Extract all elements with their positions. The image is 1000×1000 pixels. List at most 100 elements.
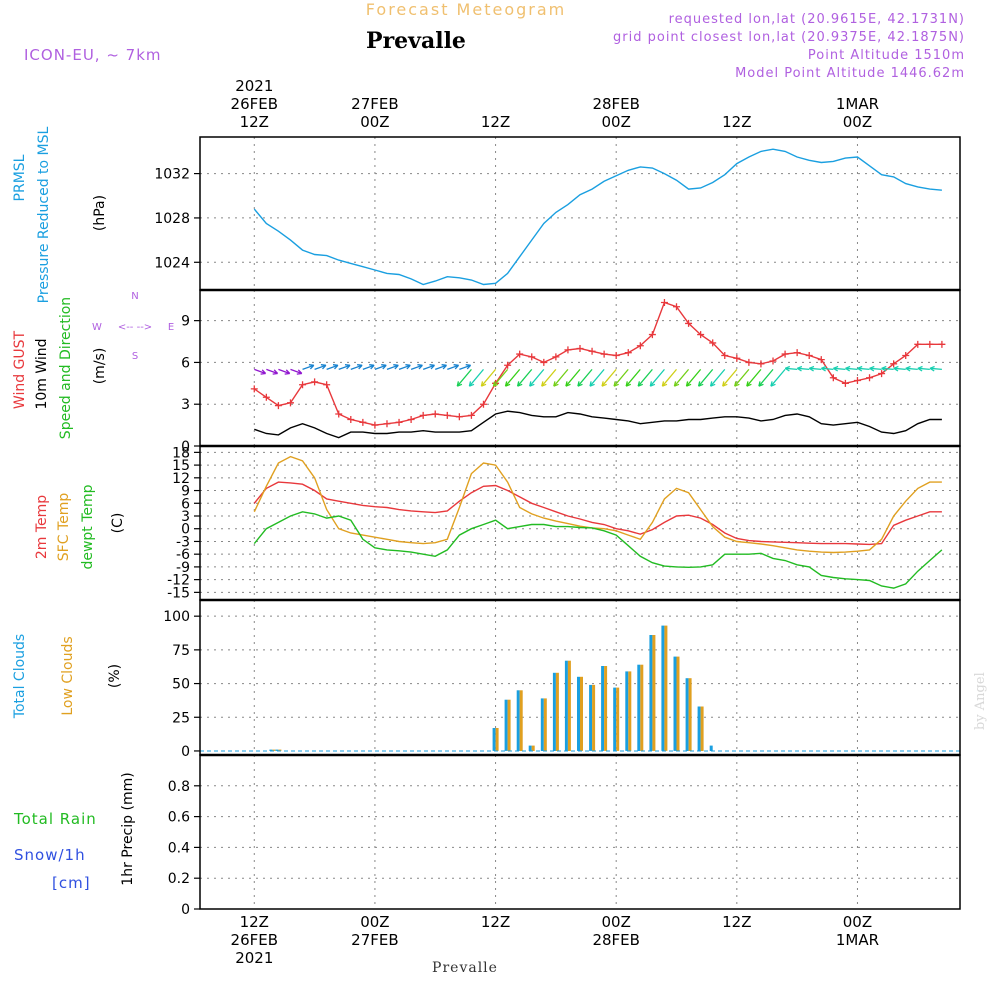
top-time-label-0-0: 2021	[235, 77, 273, 95]
low-clouds-label: Low Clouds	[60, 636, 76, 715]
bottom-time-label-5-0: 00Z	[843, 913, 872, 931]
wind-gust-line-marker-6	[323, 381, 331, 389]
wind-dir-head-33	[637, 381, 644, 387]
total-clouds-bar-16	[661, 625, 665, 751]
wind-dir-arrow-8	[350, 364, 363, 371]
temp-unit: (C)	[110, 513, 126, 534]
compass-w: W	[92, 322, 102, 333]
wind-gust-line-marker-51	[866, 374, 874, 382]
wind-gust-line-marker-52	[878, 370, 886, 378]
wind-dir-arrow-24	[529, 368, 545, 387]
wind-dir-arrow-9	[362, 364, 375, 371]
total-clouds-bar-14	[637, 664, 641, 751]
ytick-label-temperature-10: 15	[172, 458, 190, 474]
wind-dir-head-39	[709, 381, 716, 387]
total-clouds-bar-11	[601, 666, 605, 751]
compass-e: E	[168, 322, 174, 333]
wind-gust-line-marker-18	[467, 411, 475, 419]
ytick-label-wind-3: 9	[181, 314, 190, 330]
ytick-label-precipitation-4: 0.8	[168, 779, 190, 795]
wind-dir-head-49	[833, 365, 839, 372]
bottom-time-label-0-2: 2021	[235, 949, 273, 967]
wind-dir-arrow-44	[770, 368, 786, 387]
wind-dir-arrow-38	[698, 368, 714, 387]
low-clouds-bar-4	[519, 690, 523, 751]
wind-gust-line-marker-22	[516, 350, 524, 358]
top-time-label-3-1: 00Z	[602, 113, 631, 131]
ytick-label-temperature-7: 6	[181, 496, 190, 512]
low-clouds-bar-19	[700, 706, 704, 751]
wind-dir-arrow-55	[905, 367, 918, 371]
dewpt-temp-line	[253, 511, 943, 589]
wind-gust-line-marker-31	[624, 349, 632, 357]
low-clouds-bar-12	[616, 687, 620, 751]
wind-dir-arrow-30	[601, 368, 617, 387]
pressure-unit: (hPa)	[92, 195, 108, 231]
bottom-time-label-3-1: 28FEB	[592, 931, 639, 949]
wind-dir-arrow-3	[290, 368, 303, 375]
wind-dir-head-30	[601, 381, 607, 387]
ytick-label-temperature-11: 18	[172, 445, 190, 461]
wind-gust-label: Wind GUST	[12, 330, 28, 409]
ytick-label-wind-2: 6	[181, 355, 190, 371]
sfc-temp-line	[253, 455, 942, 554]
low-clouds-bar-13	[628, 671, 632, 751]
wind-gust-line-marker-26	[564, 346, 572, 354]
wind-dir-arrow-27	[565, 368, 581, 387]
total-clouds-bar-15	[649, 635, 653, 751]
wind-dir-arrow-40	[722, 368, 738, 387]
wind-dir-head-50	[845, 365, 851, 372]
wind-dir-head-32	[625, 381, 632, 387]
precip-unit: 1hr Precip (mm)	[120, 772, 136, 885]
wind-gust-line-marker-53	[890, 360, 898, 368]
wind-dir-arrow-10	[374, 364, 387, 371]
snow-unit: [cm]	[52, 874, 91, 892]
wind-gust-line-marker-7	[335, 410, 343, 418]
wind-dir-arrow-29	[589, 368, 605, 387]
total-clouds-bar-0	[269, 749, 273, 751]
wind-dir-head-43	[758, 381, 764, 387]
panel-frames	[199, 136, 961, 910]
wind-dir-arrow-2	[278, 368, 290, 375]
wind-dir-arrow-26	[553, 368, 569, 387]
ytick-label-pressure-2: 1032	[154, 167, 190, 183]
wind-gust-line-marker-43	[769, 357, 777, 365]
wind-dir-arrow-32	[625, 368, 641, 387]
wind-10m-label: 10m Wind	[34, 338, 50, 409]
top-time-label-0-2: 12Z	[240, 113, 269, 131]
wind-gust-line-marker-4	[299, 381, 307, 389]
wind-dir-head-10	[381, 364, 387, 370]
wind-gust-line-marker-46	[805, 351, 813, 359]
wind-dir-arrow-1	[266, 368, 278, 375]
wind-dir-arrow-34	[649, 368, 665, 387]
wind-dir-head-35	[661, 381, 668, 387]
ytick-label-temperature-5: 0	[181, 522, 190, 538]
wind-dir-head-40	[722, 381, 728, 387]
ytick-label-clouds-1: 25	[172, 710, 190, 726]
low-clouds-bar-17	[676, 656, 680, 751]
wind-dir-head-56	[917, 365, 923, 372]
top-time-label-3-0: 28FEB	[592, 95, 639, 113]
wind-dir-head-57	[929, 365, 935, 372]
wind-gust-line-marker-33	[648, 331, 656, 339]
total-clouds-bar-12	[613, 687, 617, 751]
wind-dir-head-5	[320, 364, 327, 370]
wind-dir-head-29	[589, 381, 595, 387]
temp2m-line	[253, 481, 942, 546]
low-clouds-bar-10	[592, 684, 596, 751]
sfc-temp-label: SFC Temp	[56, 493, 72, 562]
ytick-label-temperature-1: -12	[167, 573, 190, 589]
pressure-line	[253, 148, 942, 286]
wind-gust-line-marker-37	[697, 331, 705, 339]
compass-n: N	[131, 291, 138, 302]
wind-dir-head-9	[369, 364, 375, 370]
wind-dir-arrow-57	[929, 367, 942, 371]
wind-dir-arrow-16	[447, 364, 459, 371]
wind-dir-arrow-41	[734, 368, 750, 387]
wind-gust-line-marker-49	[841, 379, 849, 387]
wind-dir-arrow-15	[435, 364, 447, 371]
wind-gust-line-marker-56	[926, 340, 934, 348]
low-clouds-bar-16	[664, 625, 668, 751]
wind-gust-line-marker-9	[359, 418, 367, 426]
